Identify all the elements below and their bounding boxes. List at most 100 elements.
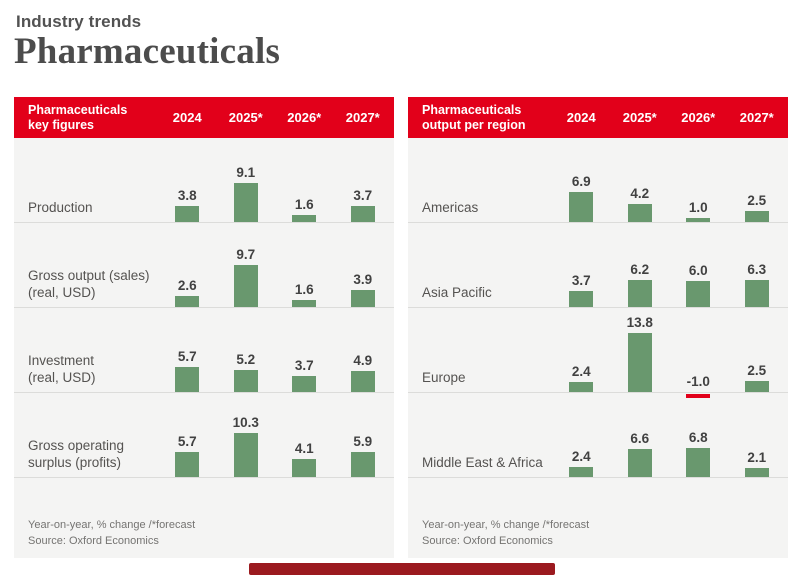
panel-header-title-line: Pharmaceuticals: [28, 102, 128, 117]
chart-row: Gross operating surplus (profits) 5.7 10.3 4…: [14, 393, 394, 478]
year-column-header: 2024: [566, 110, 596, 125]
year-column-header: 2025*: [622, 110, 657, 125]
bar: [233, 183, 258, 222]
bar: [627, 333, 652, 392]
panel-header-title: Pharmaceuticals output per region: [422, 103, 552, 133]
bar-cell: 6.0: [669, 223, 728, 307]
bar-cell: 5.2: [217, 308, 276, 392]
bar: [292, 459, 317, 477]
footnote-line: Year-on-year, % change /*forecast: [28, 519, 196, 532]
panel-header-title-line: Pharmaceuticals: [422, 102, 522, 117]
bar: [744, 381, 769, 392]
panel-footnote: Year-on-year, % change /*forecast Source:…: [28, 518, 195, 549]
bar-cell: 2.5: [728, 308, 787, 392]
bar: [175, 367, 200, 392]
chart-row: Americas 6.9 4.2 1.0 2.5: [408, 138, 788, 223]
value-label: 5.9: [353, 434, 373, 449]
value-label: 2.4: [571, 364, 591, 379]
year-column-header: 2027*: [345, 110, 380, 125]
value-label: 2.5: [747, 363, 767, 378]
value-label: 3.7: [353, 188, 373, 203]
bar: [569, 291, 594, 307]
value-label: 9.7: [236, 247, 256, 262]
bar-cell: 3.7: [552, 223, 611, 307]
value-label: 2.6: [177, 278, 197, 293]
bar-cell: 6.3: [728, 223, 787, 307]
bar: [233, 265, 258, 307]
value-label: 6.6: [630, 431, 650, 446]
bar-cell: 1.6: [275, 138, 334, 222]
value-label: 5.7: [177, 349, 197, 364]
bar: [350, 371, 375, 392]
bar-cell: 2.5: [728, 138, 787, 222]
bar: [686, 218, 711, 222]
year-column-header: 2026*: [287, 110, 322, 125]
bar: [744, 280, 769, 307]
row-label-line: surplus (profits): [28, 455, 122, 471]
bar-cell: 3.7: [275, 308, 334, 392]
row-label: Europe: [422, 369, 552, 392]
value-label: 3.9: [353, 272, 373, 287]
row-label: Gross operating surplus (profits): [28, 437, 158, 477]
bar-cell: 6.6: [611, 393, 670, 477]
bar-cell: 4.1: [275, 393, 334, 477]
bar-cell: 5.7: [158, 308, 217, 392]
bar-cell: 2.4: [552, 308, 611, 392]
bar: [292, 215, 317, 222]
bar-cell: 3.9: [334, 223, 393, 307]
row-label: Production: [28, 199, 158, 222]
year-column-header: 2027*: [739, 110, 774, 125]
bar-cell: 4.2: [611, 138, 670, 222]
page-eyebrow: Industry trends: [16, 12, 142, 31]
bar-cell: 2.4: [552, 393, 611, 477]
bar-cell: 13.8: [611, 308, 670, 392]
row-label-line: Gross operating: [28, 437, 125, 453]
chart-row: Gross output (sales) (real, USD) 2.6 9.7 1.6…: [14, 223, 394, 308]
panel-header-title-line: output per region: [422, 117, 526, 132]
value-label: 5.7: [177, 434, 197, 449]
row-label-line: (real, USD): [28, 285, 96, 301]
value-label: 10.3: [232, 415, 259, 430]
bar: [350, 452, 375, 477]
bar: [350, 206, 375, 222]
bar-cell: 6.9: [552, 138, 611, 222]
bar-cell: 3.8: [158, 138, 217, 222]
value-label: 3.7: [294, 358, 314, 373]
bar: [569, 382, 594, 392]
chart-row: Investment (real, USD) 5.7 5.2 3.7 4.9: [14, 308, 394, 393]
bar-cell: 2.1: [728, 393, 787, 477]
source-line: Source: Oxford Economics: [422, 534, 553, 547]
panel-footnote: Year-on-year, % change /*forecast Source:…: [422, 518, 589, 549]
bar-cell: 5.7: [158, 393, 217, 477]
value-label: 3.8: [177, 188, 197, 203]
year-column-header: 2025*: [228, 110, 263, 125]
page-title: Pharmaceuticals: [14, 31, 281, 72]
value-label: 4.2: [630, 186, 650, 201]
row-label: Investment (real, USD): [28, 352, 158, 392]
panel-output-per-region: Pharmaceuticals output per region 2024 2025…: [408, 97, 788, 558]
panel-header: Pharmaceuticals output per region 2024 2025…: [408, 97, 788, 138]
year-column-header: 2024: [172, 110, 202, 125]
negative-bar: [686, 394, 711, 398]
value-label: -1.0: [686, 374, 710, 389]
bar: [292, 376, 317, 392]
panel-header-title: Pharmaceuticals key figures: [28, 103, 158, 133]
bar: [686, 448, 711, 477]
row-label: Americas: [422, 199, 552, 222]
bar: [233, 370, 258, 392]
value-label: 5.2: [236, 352, 256, 367]
row-label-line: Middle East & Africa: [422, 455, 543, 471]
bar-cell: 5.9: [334, 393, 393, 477]
bar: [627, 204, 652, 222]
value-label: 1.0: [688, 200, 708, 215]
row-label-line: (real, USD): [28, 370, 96, 386]
value-label: 6.0: [688, 263, 708, 278]
value-label: 6.2: [630, 262, 650, 277]
bar: [627, 449, 652, 477]
bar: [175, 296, 200, 307]
panel-key-figures: Pharmaceuticals key figures 2024 2025* 2026*…: [14, 97, 394, 558]
value-label: 6.9: [571, 174, 591, 189]
bar: [744, 468, 769, 477]
row-label-line: Europe: [422, 370, 466, 386]
chart-row: Production 3.8 9.1 1.6 3.7: [14, 138, 394, 223]
